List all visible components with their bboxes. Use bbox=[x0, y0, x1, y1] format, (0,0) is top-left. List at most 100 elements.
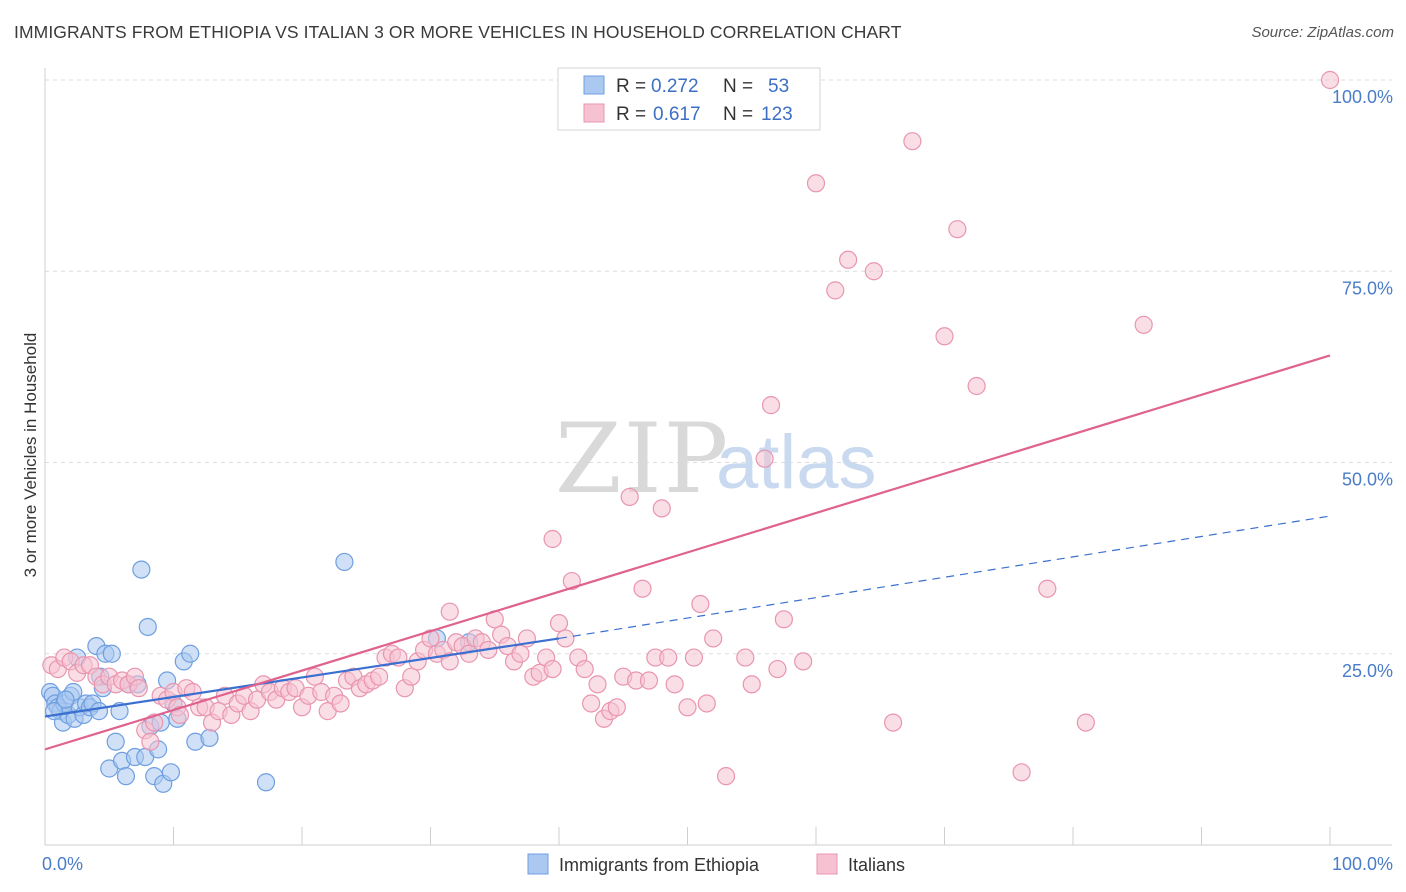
trend-line-extension bbox=[558, 515, 1331, 640]
data-point bbox=[652, 499, 671, 518]
data-point bbox=[331, 694, 350, 713]
data-point bbox=[543, 659, 562, 679]
y-tick-label: 25.0% bbox=[1342, 661, 1393, 681]
data-point bbox=[774, 610, 793, 629]
y-tick-label: 75.0% bbox=[1342, 278, 1393, 298]
y-tick-label: 100.0% bbox=[1332, 87, 1393, 107]
grid-lines bbox=[45, 79, 1392, 655]
legend-n-value-ethiopia: 53 bbox=[768, 76, 789, 97]
bottom-legend-label-italians: Italians bbox=[848, 855, 905, 875]
data-point bbox=[678, 698, 697, 717]
data-point bbox=[948, 220, 967, 239]
data-point bbox=[935, 327, 954, 346]
data-point bbox=[1320, 70, 1340, 90]
y-tick-labels: 25.0% 50.0% 75.0% 100.0% bbox=[1332, 87, 1393, 681]
data-point bbox=[256, 773, 276, 792]
data-point bbox=[129, 679, 148, 698]
data-point bbox=[697, 694, 716, 713]
data-point bbox=[665, 675, 684, 694]
data-point bbox=[588, 675, 607, 694]
data-point bbox=[511, 644, 530, 663]
data-point bbox=[575, 659, 594, 679]
data-point bbox=[691, 594, 710, 614]
data-point bbox=[826, 281, 845, 300]
legend-r-value-italians: 0.617 bbox=[653, 104, 701, 125]
trend-line bbox=[44, 354, 1331, 751]
data-point bbox=[864, 262, 883, 281]
data-point bbox=[607, 698, 626, 717]
data-point bbox=[138, 617, 157, 637]
legend-n-label-italians: N = bbox=[723, 104, 753, 125]
legend-swatch-italians bbox=[583, 103, 605, 123]
data-point bbox=[335, 552, 354, 572]
data-point bbox=[440, 602, 459, 621]
data-point bbox=[684, 648, 704, 667]
data-point bbox=[440, 652, 459, 671]
data-point bbox=[742, 675, 761, 694]
data-point bbox=[620, 487, 639, 507]
data-point bbox=[659, 648, 678, 667]
data-point bbox=[181, 644, 200, 663]
data-point bbox=[549, 614, 569, 633]
data-point bbox=[102, 644, 121, 663]
data-point bbox=[736, 648, 755, 667]
data-point bbox=[421, 629, 440, 648]
data-point bbox=[116, 767, 136, 786]
legend-n-label-ethiopia: N = bbox=[723, 76, 753, 97]
legend-r-label-ethiopia: R = bbox=[616, 76, 646, 97]
data-point bbox=[562, 571, 581, 591]
chart-title: IMMIGRANTS FROM ETHIOPIA VS ITALIAN 3 OR… bbox=[14, 22, 902, 42]
legend-r-value-ethiopia: 0.272 bbox=[651, 76, 699, 97]
data-point bbox=[761, 396, 781, 415]
data-point bbox=[402, 667, 421, 686]
x-tick-label-left: 0.0% bbox=[42, 854, 83, 874]
data-point bbox=[883, 713, 903, 732]
data-point bbox=[1134, 315, 1153, 334]
bottom-legend-swatch-italians bbox=[816, 853, 838, 875]
data-point bbox=[967, 376, 986, 396]
bottom-legend: Immigrants from Ethiopia Italians bbox=[527, 853, 905, 875]
data-point bbox=[183, 682, 202, 702]
y-tick-label: 50.0% bbox=[1342, 470, 1393, 490]
data-point bbox=[89, 702, 109, 721]
legend-r-label-italians: R = bbox=[616, 104, 646, 125]
data-point bbox=[582, 694, 601, 713]
data-point bbox=[633, 579, 652, 598]
legend-swatch-ethiopia bbox=[583, 75, 605, 95]
y-axis-label: 3 or more Vehicles in Household bbox=[21, 333, 40, 578]
watermark-zip: ZIP bbox=[555, 403, 730, 515]
data-point bbox=[839, 250, 858, 269]
watermark: ZIP atlas bbox=[555, 403, 877, 515]
data-point bbox=[145, 713, 164, 732]
data-point bbox=[170, 705, 190, 725]
points-italians bbox=[42, 70, 1340, 786]
bottom-legend-swatch-ethiopia bbox=[527, 853, 549, 875]
data-point bbox=[200, 728, 219, 748]
bottom-legend-label-ethiopia: Immigrants from Ethiopia bbox=[559, 855, 760, 875]
trend-lines bbox=[44, 354, 1331, 751]
data-point bbox=[704, 629, 723, 648]
legend-n-value-italians: 123 bbox=[761, 104, 793, 125]
data-point bbox=[543, 529, 562, 549]
data-point bbox=[56, 690, 75, 709]
data-point bbox=[806, 174, 826, 193]
data-point bbox=[1076, 713, 1095, 732]
data-point bbox=[370, 667, 389, 686]
data-point bbox=[794, 652, 813, 671]
x-tick-label-right: 100.0% bbox=[1332, 854, 1393, 874]
data-point bbox=[639, 671, 659, 690]
data-point bbox=[141, 732, 160, 751]
data-point bbox=[161, 763, 181, 782]
data-point bbox=[106, 732, 125, 751]
data-point bbox=[716, 767, 736, 786]
data-point bbox=[132, 560, 151, 579]
data-point bbox=[1012, 763, 1031, 782]
data-point bbox=[903, 132, 922, 151]
x-tick-labels: 0.0% 100.0% bbox=[42, 854, 1393, 874]
watermark-atlas: atlas bbox=[716, 420, 877, 505]
chart-source: Source: ZipAtlas.com bbox=[1251, 24, 1394, 41]
data-point bbox=[755, 449, 774, 468]
top-legend: R = 0.272 N = 53 R = 0.617 N = 123 bbox=[557, 67, 821, 131]
data-point bbox=[768, 659, 787, 679]
